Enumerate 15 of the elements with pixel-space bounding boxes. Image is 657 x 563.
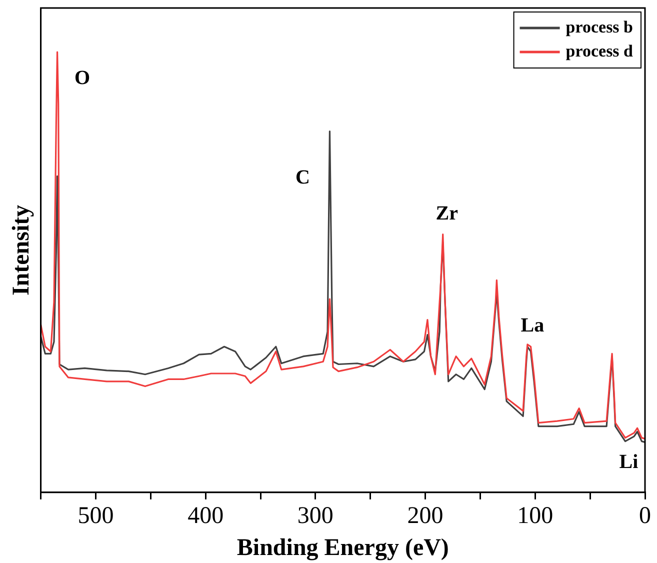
x-tick-label: 200 <box>407 503 444 530</box>
x-tick-label: 100 <box>517 503 554 530</box>
legend-label: process b <box>566 17 634 36</box>
x-tick-label: 400 <box>188 503 224 530</box>
annotation: Li <box>619 450 639 473</box>
annotation: Zr <box>436 202 458 225</box>
y-axis-title: Intensity <box>8 204 35 296</box>
x-tick-label: 500 <box>78 503 114 530</box>
legend-label: process d <box>566 41 634 60</box>
annotation: La <box>520 314 544 337</box>
annotation: O <box>74 67 90 90</box>
x-tick-label: 300 <box>297 503 334 530</box>
x-tick-label: 0 <box>639 503 651 530</box>
annotation: C <box>295 166 310 188</box>
x-axis-title: Binding Energy (eV) <box>236 534 449 561</box>
